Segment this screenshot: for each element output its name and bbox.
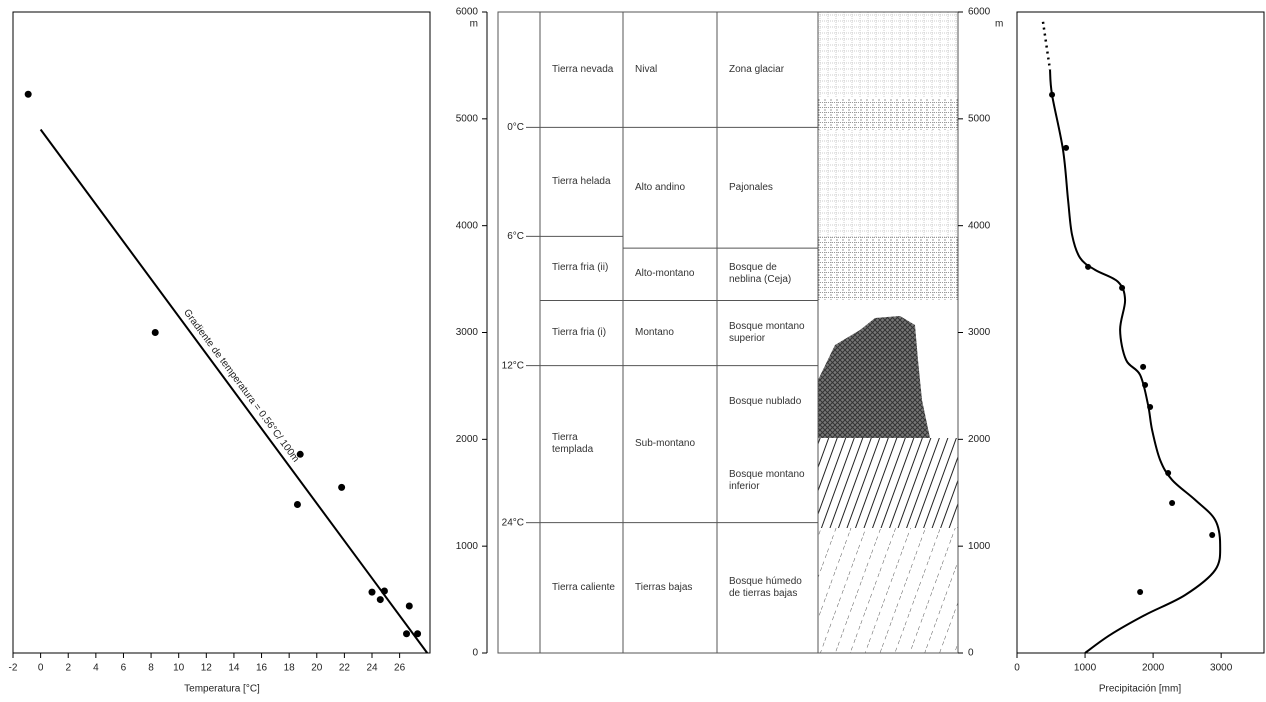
x-tick-label: 3000 [1210,663,1233,674]
data-point [403,630,410,637]
zone-label: Bosque húmedo de tierras bajas [717,523,818,653]
y-tick-label: 4000 [456,220,479,231]
zone-label: Montano [623,300,717,365]
x-tick-label: 22 [339,663,351,674]
x-tick-label: 26 [394,663,406,674]
zone-label: Tierras bajas [623,523,717,653]
data-point [1169,500,1175,506]
zone-label: Tierra nevada [540,12,623,127]
x-tick-label: 2 [65,663,71,674]
data-point [25,91,32,98]
data-point [1165,470,1171,476]
data-point [1085,264,1091,270]
isotherm-label: 0°C [507,122,524,133]
data-point [414,630,421,637]
zone-label: Bosque de neblina (Ceja) [717,248,818,300]
zone-label: Alto andino [623,127,717,248]
y-unit: m [995,19,1003,30]
zone-label: Tierra caliente [540,523,623,653]
data-point [338,484,345,491]
y-tick-label: 3000 [968,327,991,338]
y-tick-label: 2000 [456,434,479,445]
x-tick-label: 2000 [1142,663,1165,674]
zone-label: Tierra fria (ii) [540,236,623,300]
zone-label: Nival [623,12,717,127]
zone-label: Sub-montano [623,366,717,523]
x-tick-label: 6 [121,663,127,674]
data-point [377,596,384,603]
data-point [1119,285,1125,291]
x-tick-label: 1000 [1074,663,1097,674]
y-unit: m [470,19,478,30]
x-tick-label: 0 [1014,663,1020,674]
zone-label: Bosque nublado [717,366,818,440]
x-tick-label: 10 [173,663,185,674]
zone-label: Tierra fria (i) [540,300,623,365]
isotherm-label: 6°C [507,231,524,242]
fit-line [41,130,428,653]
precipitation-line [1043,22,1050,70]
zone-label: Tierra helada [540,127,623,236]
y-tick-label: 2000 [968,434,991,445]
x-tick-label: 8 [148,663,154,674]
x-axis-label: Temperatura [°C] [184,684,260,695]
x-axis-label: Precipitación [mm] [1099,684,1181,695]
data-point [1209,532,1215,538]
data-point [1142,382,1148,388]
y-tick-label: 0 [472,648,478,659]
y-tick-label: 5000 [456,113,479,124]
fit-annotation: Gradiente de temperatura = 0.56°C/ 100m [181,307,301,464]
precipitation-line [1050,70,1220,653]
data-point [1137,589,1143,595]
data-point [1140,364,1146,370]
data-point [1147,404,1153,410]
x-tick-label: -2 [9,663,18,674]
x-tick-label: 18 [284,663,296,674]
x-tick-label: 14 [228,663,240,674]
y-tick-label: 0 [968,648,974,659]
x-tick-label: 4 [93,663,99,674]
zone-label: Bosque montano superior [717,300,818,365]
zone-label: Pajonales [717,127,818,248]
data-point [369,589,376,596]
vegetation-illustration [818,12,958,653]
y-tick-label: 1000 [968,541,991,552]
zone-label: Bosque montano inferior [717,439,818,522]
y-tick-label: 6000 [968,7,991,18]
figure: -202468101214161820222426Temperatura [°C… [0,0,1266,702]
data-point [381,588,388,595]
x-tick-label: 20 [311,663,323,674]
zone-label: Zona glaciar [717,12,818,127]
data-point [297,451,304,458]
data-point [1049,92,1055,98]
isotherm-label: 24°C [502,517,524,528]
data-point [152,329,159,336]
left-frame [13,12,430,653]
zone-label: Tierra templada [540,366,623,523]
x-tick-label: 12 [201,663,213,674]
y-tick-label: 3000 [456,327,479,338]
data-point [294,501,301,508]
y-tick-label: 6000 [456,7,479,18]
isotherm-label: 12°C [502,360,524,371]
x-tick-label: 16 [256,663,268,674]
zone-label: Alto-montano [623,248,717,300]
x-tick-label: 0 [38,663,44,674]
data-point [1063,145,1069,151]
y-tick-label: 5000 [968,113,991,124]
x-tick-label: 24 [366,663,378,674]
y-tick-label: 1000 [456,541,479,552]
data-point [406,602,413,609]
y-tick-label: 4000 [968,220,991,231]
